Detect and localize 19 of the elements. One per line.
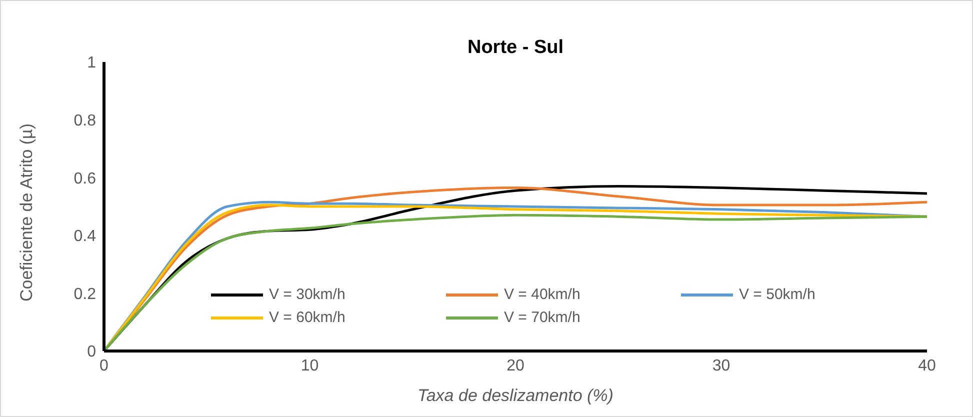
legend-label: V = 30km/h xyxy=(269,286,346,303)
y-tick-label: 0.4 xyxy=(74,228,96,246)
legend-label: V = 60km/h xyxy=(269,309,346,326)
y-tick-label: 0 xyxy=(87,344,96,361)
y-tick-label: 0.8 xyxy=(74,112,96,130)
x-tick-label: 0 xyxy=(100,357,109,374)
x-tick-label: 30 xyxy=(712,357,730,374)
x-tick-label: 10 xyxy=(300,357,319,374)
legend-label: V = 50km/h xyxy=(739,286,816,303)
y-tick-label: 1 xyxy=(87,54,96,72)
y-tick-label: 0.2 xyxy=(74,286,96,303)
legend-label: V = 70km/h xyxy=(504,309,580,326)
x-axis-title: Taxa de deslizamento (%) xyxy=(418,386,614,405)
x-tick-label: 20 xyxy=(506,357,524,374)
legend-label: V = 40km/h xyxy=(504,286,580,303)
chart-title: Norte - Sul xyxy=(466,37,565,59)
y-axis-title: Coeficiente de Atrito (µ) xyxy=(17,124,36,302)
y-tick-label: 0.6 xyxy=(74,170,96,188)
x-tick-label: 40 xyxy=(918,357,936,374)
